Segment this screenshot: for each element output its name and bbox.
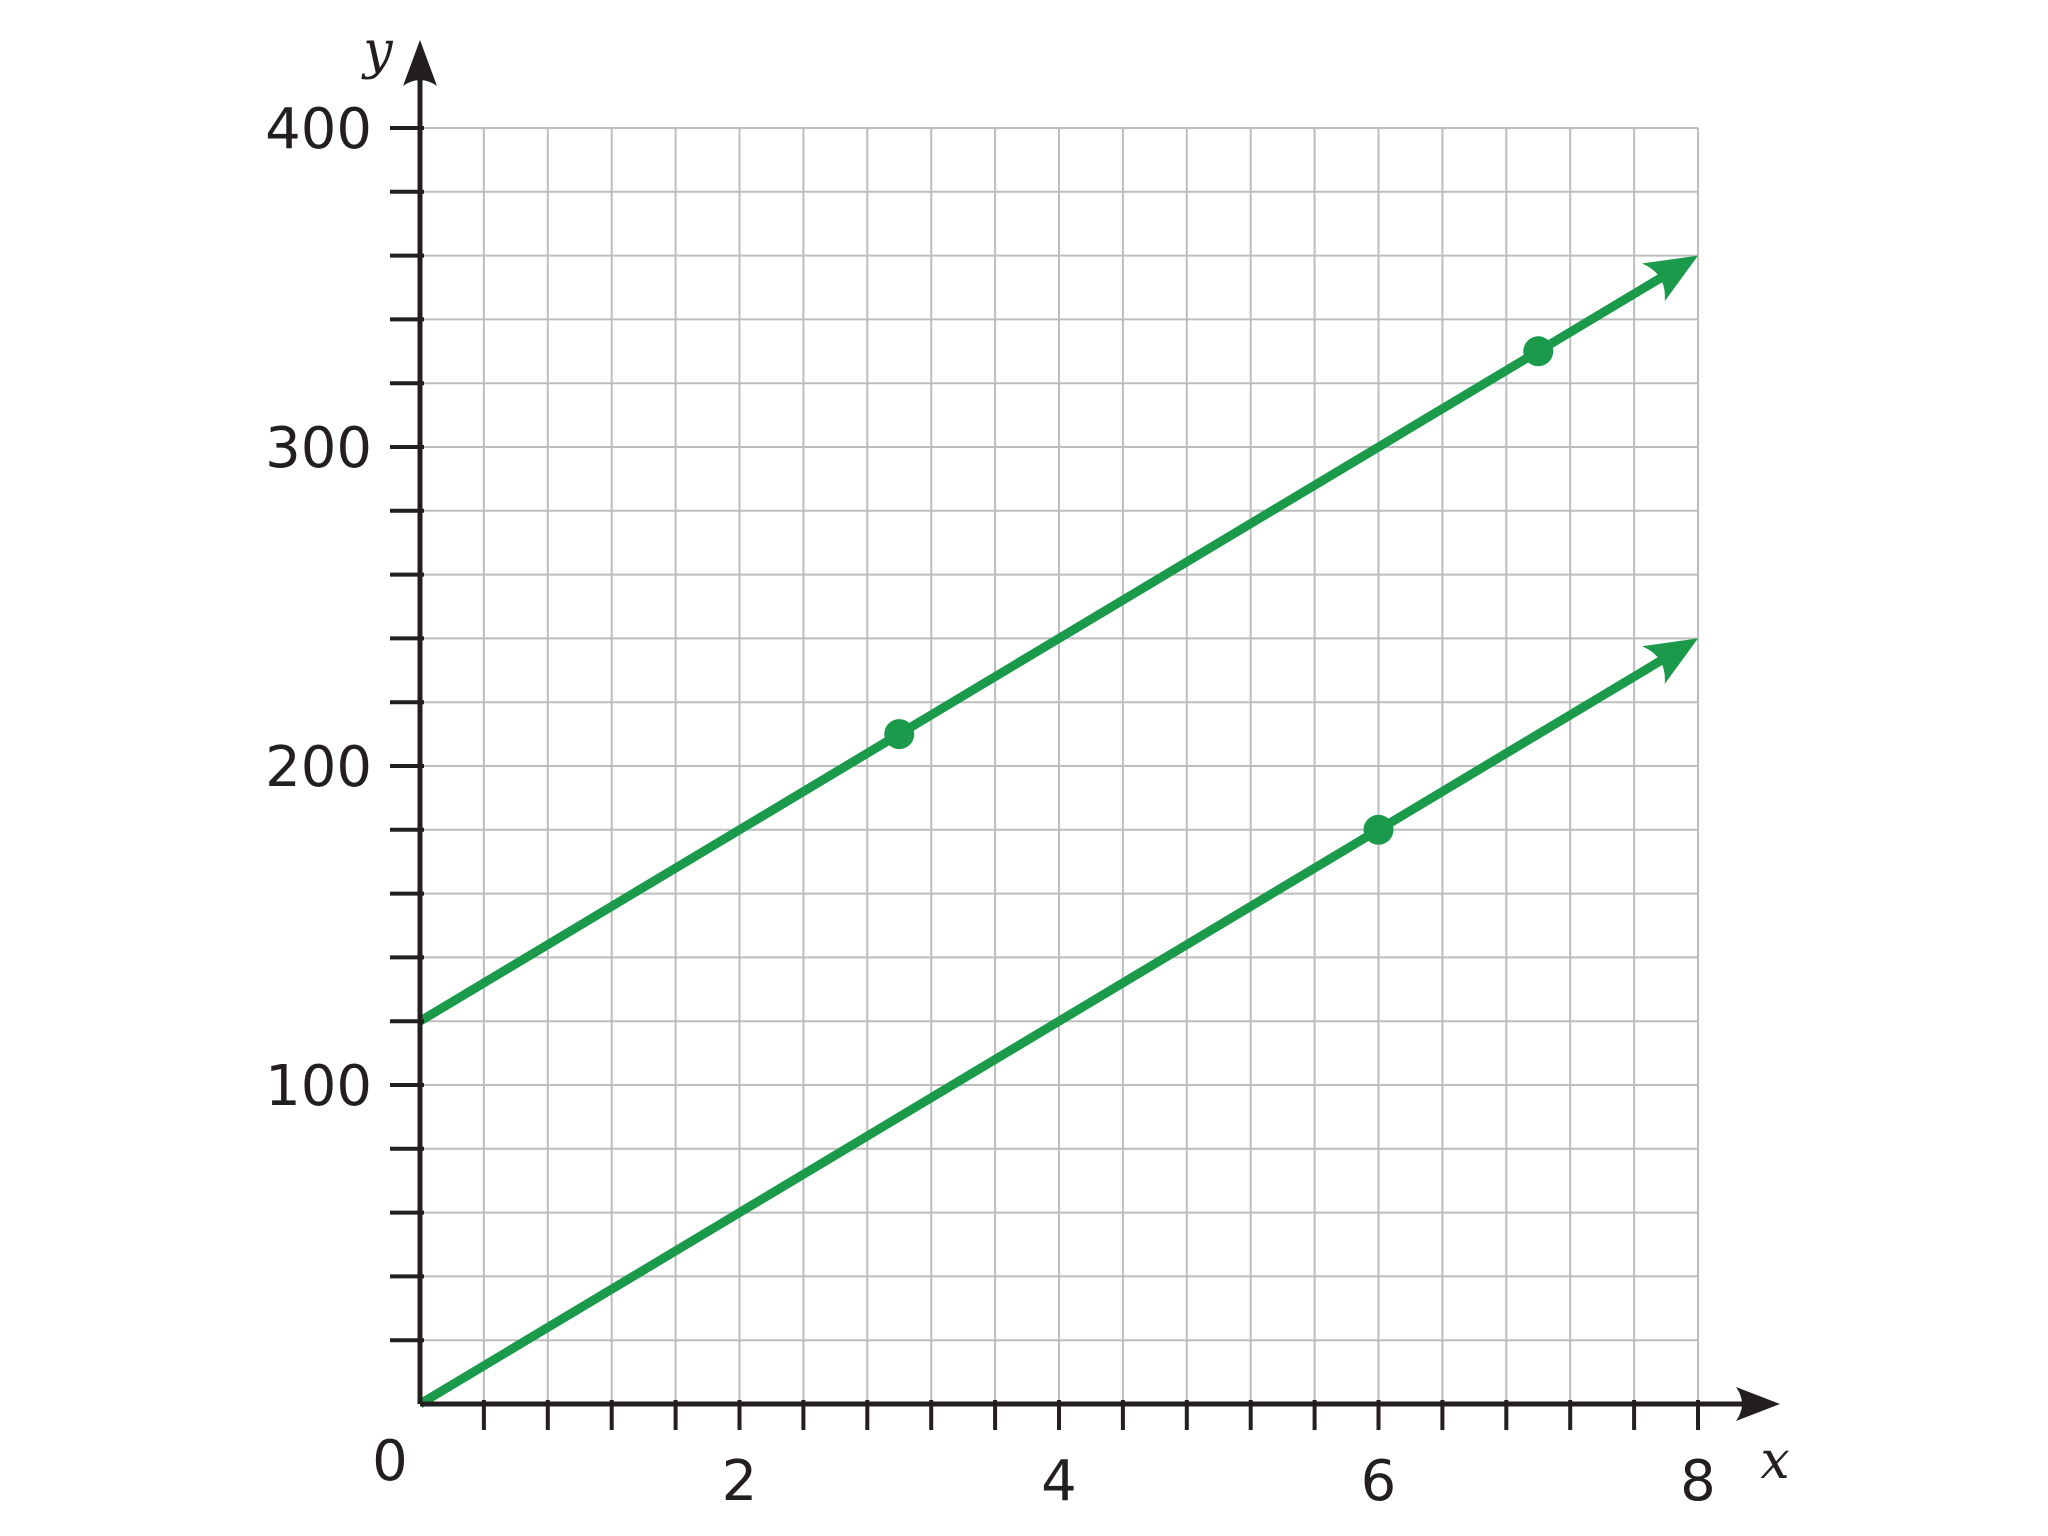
series-point xyxy=(884,719,915,750)
y-axis-arrow-icon xyxy=(403,40,437,86)
y-axis-label: y xyxy=(361,21,393,81)
grid xyxy=(420,127,1699,1404)
origin-label: 0 xyxy=(372,1429,408,1494)
series-arrow-icon xyxy=(1642,255,1698,302)
x-tick-label: 2 xyxy=(722,1449,758,1514)
axes xyxy=(390,40,1780,1430)
series-point xyxy=(1523,336,1554,367)
y-ticks xyxy=(390,126,424,1343)
x-ticks xyxy=(481,1400,1700,1430)
x-axis-label: x xyxy=(1760,1431,1789,1491)
y-tick-label: 300 xyxy=(265,416,372,481)
x-tick-label: 4 xyxy=(1041,1449,1077,1514)
x-tick-label: 8 xyxy=(1680,1449,1716,1514)
x-axis-arrow-icon xyxy=(1736,1387,1780,1421)
y-tick-label: 100 xyxy=(265,1054,372,1119)
series-line-2 xyxy=(417,649,1675,1408)
series-layer xyxy=(417,255,1698,1408)
x-tick-labels: 2 4 6 8 xyxy=(722,1449,1716,1514)
series-point xyxy=(1363,814,1394,845)
y-tick-label: 400 xyxy=(265,97,372,162)
series-arrow-icon xyxy=(1642,638,1698,684)
labels: 2 4 6 8 100 200 300 400 0 x y xyxy=(265,21,1790,1514)
y-tick-label: 200 xyxy=(265,735,372,800)
series-line-1 xyxy=(417,267,1675,1026)
x-tick-label: 6 xyxy=(1361,1449,1397,1514)
y-tick-labels: 100 200 300 400 xyxy=(265,97,372,1119)
